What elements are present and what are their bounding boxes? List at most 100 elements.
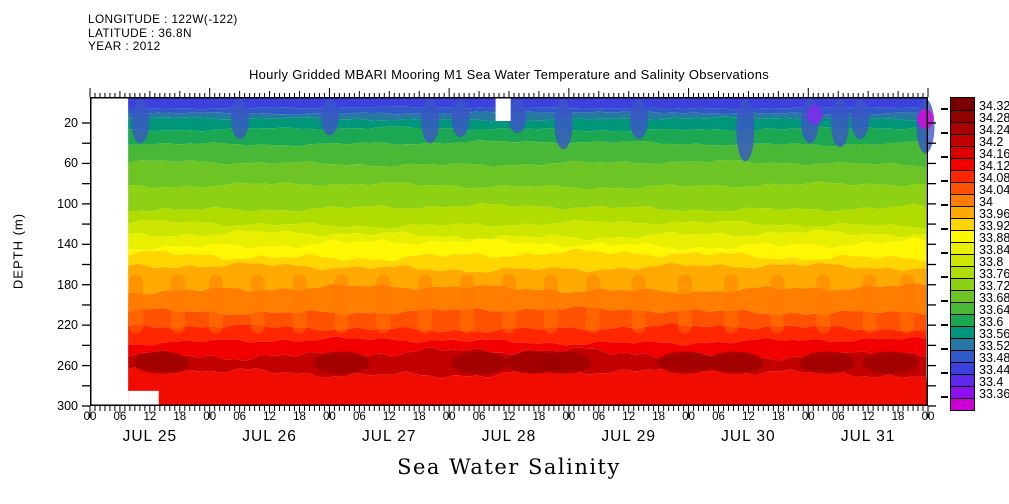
surface-intrusion — [508, 99, 527, 134]
hour-tick-label: 00 — [323, 411, 336, 423]
internal-wave-streak — [334, 274, 349, 334]
colorbar-label: 34.08 — [979, 171, 1009, 185]
colorbar-tick — [941, 252, 948, 254]
colorbar-label: 34.2 — [979, 135, 1004, 149]
colorbar-cell — [951, 350, 974, 362]
colorbar-cell — [951, 206, 974, 218]
surface-intrusion — [851, 99, 870, 140]
plot-frame — [90, 97, 928, 406]
colorbar-label: 33.4 — [979, 375, 1004, 389]
colorbar-tick — [941, 324, 948, 326]
deep-salinity-core — [133, 351, 190, 374]
hour-tick-label: 06 — [831, 411, 845, 423]
internal-wave-streak — [724, 274, 739, 334]
colorbar-cell — [951, 314, 974, 326]
colorbar-cell — [951, 266, 974, 278]
hour-tick-label: 06 — [113, 411, 127, 423]
colorbar-tick — [941, 276, 948, 278]
hour-tick-label: 06 — [472, 411, 486, 423]
internal-wave-streak — [816, 274, 831, 334]
deep-salinity-core — [535, 351, 592, 374]
surface-intrusion — [629, 99, 648, 140]
internal-wave-streak — [418, 274, 433, 334]
colorbar-cell — [951, 242, 974, 254]
colorbar-cell — [951, 362, 974, 374]
surface-intrusion — [320, 99, 339, 136]
deep-salinity-core — [656, 351, 713, 374]
header-block: LONGITUDE : 122W(-122) LATITUDE : 36.8N … — [88, 12, 238, 54]
internal-wave-streak — [862, 274, 877, 334]
contour-band — [90, 282, 926, 315]
day-label: JUL 30 — [721, 428, 776, 445]
internal-wave-streak — [250, 274, 265, 334]
depth-tick-label: 300 — [57, 399, 78, 413]
internal-wave-streak — [631, 274, 646, 334]
day-label: JUL 26 — [242, 428, 297, 445]
day-label: JUL 25 — [122, 428, 178, 445]
colorbar-tick — [941, 204, 948, 206]
depth-tick-label: 220 — [57, 318, 78, 333]
colorbar-label: 33.72 — [979, 279, 1009, 293]
hour-tick-label: 00 — [921, 411, 935, 423]
colorbar-label: 33.88 — [979, 231, 1009, 245]
internal-wave-streak — [770, 274, 785, 334]
colorbar-label: 33.6 — [979, 315, 1004, 329]
hour-tick-label: 18 — [173, 411, 187, 423]
contour-band — [90, 219, 926, 241]
colorbar-tick — [941, 132, 948, 134]
contour-band — [90, 237, 926, 262]
colorbar-label: 33.48 — [979, 351, 1009, 365]
colorbar-cell — [951, 98, 974, 110]
internal-wave-streak — [170, 274, 185, 334]
chart-title: Hourly Gridded MBARI Mooring M1 Sea Wate… — [248, 67, 770, 82]
internal-wave-streak — [129, 274, 144, 334]
surface-intrusion — [231, 99, 250, 140]
no-data-gap — [128, 390, 159, 406]
no-data-gap — [495, 97, 511, 121]
internal-wave-streak — [376, 274, 391, 334]
colorbar-cell — [951, 302, 974, 314]
internal-wave-streak — [585, 274, 600, 334]
y-axis-title: DEPTH (m) — [10, 212, 26, 290]
colorbar-cell — [951, 134, 974, 146]
hour-tick-label: 06 — [592, 411, 606, 423]
hour-tick-label: 00 — [801, 411, 815, 423]
contour-band — [90, 365, 928, 406]
colorbar-cell — [951, 254, 974, 266]
hour-tick-label: 18 — [891, 411, 905, 423]
colorbar-label: 33.36 — [979, 387, 1009, 401]
hour-tick-label: 00 — [203, 411, 217, 423]
hour-tick-label: 06 — [352, 411, 366, 423]
colorbar-cell — [951, 290, 974, 302]
colorbar-cell — [951, 230, 974, 242]
hour-tick-label: 12 — [622, 411, 636, 423]
surface-intrusion — [736, 99, 755, 162]
contour-band — [90, 306, 926, 333]
depth-tick-label: 140 — [57, 237, 78, 252]
contour-band — [90, 323, 926, 346]
hour-tick-label: 18 — [532, 411, 546, 423]
internal-wave-streak — [900, 274, 915, 334]
day-label: JUL 29 — [601, 428, 656, 445]
colorbar-label: 34 — [979, 195, 993, 209]
colorbar-label: 34.24 — [979, 123, 1009, 137]
colorbar-cell — [951, 398, 974, 410]
contour-band — [90, 181, 926, 212]
deep-salinity-core — [451, 351, 508, 374]
contour-band — [90, 229, 926, 251]
depth-tick-label: 180 — [57, 277, 78, 292]
deep-salinity-core — [799, 351, 856, 374]
colorbar-cell — [951, 386, 974, 398]
depth-tick-label: 60 — [64, 156, 78, 171]
deep-salinity-core — [313, 351, 370, 374]
colorbar-cell — [951, 182, 974, 194]
day-label: JUL 27 — [362, 428, 417, 445]
no-data-gap — [90, 97, 129, 407]
internal-wave-streak — [502, 274, 516, 334]
colorbar-cell — [951, 374, 974, 386]
colorbar-tick — [941, 348, 948, 350]
header-year: YEAR : 2012 — [88, 39, 161, 53]
day-label: JUL 31 — [840, 428, 896, 445]
colorbar-label: 33.56 — [979, 327, 1009, 341]
colorbar-label: 33.8 — [979, 255, 1004, 269]
